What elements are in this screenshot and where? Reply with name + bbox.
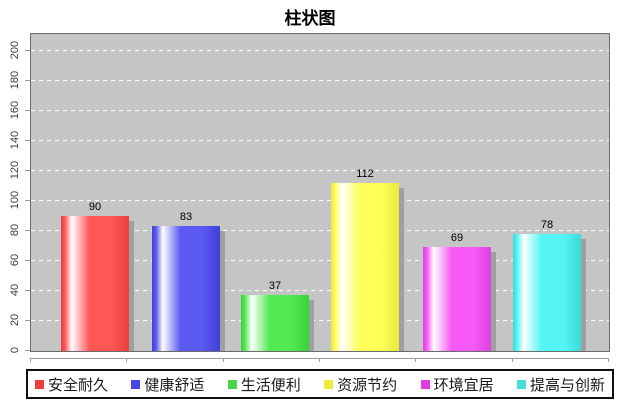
bar-value-label: 83 [179, 211, 193, 223]
legend-item-4: 资源节约 [324, 374, 397, 395]
bar-4-资源节约 [331, 183, 399, 351]
bar-value-label: 37 [268, 280, 282, 292]
legend-swatch-icon [420, 379, 430, 389]
legend-swatch-icon [35, 379, 44, 389]
h-gridline [31, 320, 609, 321]
bar-6-提高与创新 [513, 234, 581, 351]
category-tick [512, 358, 513, 362]
y-tick-mark [25, 320, 30, 321]
h-gridline [31, 290, 609, 291]
legend-swatch-icon [131, 379, 141, 389]
bar-1-安全耐久 [61, 216, 129, 351]
y-axis-tick-label: 200 [9, 40, 21, 60]
legend-label: 提高与创新 [529, 377, 605, 394]
h-gridline [31, 140, 609, 141]
legend-item-2: 健康舒适 [131, 374, 204, 395]
bar-5-环境宜居 [423, 247, 491, 351]
y-tick-mark [25, 200, 30, 201]
h-gridline [31, 170, 609, 171]
bar-2-健康舒适 [152, 226, 220, 351]
bar-value-label: 112 [356, 168, 374, 180]
legend-swatch-icon [516, 379, 526, 389]
legend-label: 环境宜居 [433, 377, 494, 394]
legend: 安全耐久 健康舒适 生活便利 资源节约 环境宜居 提高与创新 [26, 369, 614, 399]
chart-title: 柱状图 [284, 9, 336, 28]
y-tick-mark [25, 50, 30, 51]
category-tick [608, 358, 609, 362]
category-tick [223, 358, 224, 362]
plot-area: 90 83 37 112 69 78 [30, 33, 610, 352]
legend-item-1: 安全耐久 [35, 374, 108, 395]
category-tick [126, 358, 127, 362]
h-gridline [31, 230, 609, 231]
legend-label: 资源节约 [337, 377, 398, 394]
bar-value-label: 69 [450, 232, 464, 244]
y-tick-mark [25, 80, 30, 81]
y-tick-mark [25, 350, 30, 351]
category-tick [319, 358, 320, 362]
y-tick-mark [25, 110, 30, 111]
legend-label: 健康舒适 [144, 377, 205, 394]
category-tick [415, 358, 416, 362]
y-tick-mark [25, 140, 30, 141]
y-tick-mark [25, 230, 30, 231]
bar-3-生活便利 [241, 295, 309, 351]
legend-swatch-icon [227, 379, 237, 389]
legend-item-3: 生活便利 [227, 374, 301, 395]
h-gridline [31, 110, 609, 111]
y-tick-mark [25, 260, 30, 261]
bar-value-label: 78 [540, 219, 554, 231]
h-gridline [31, 260, 609, 261]
h-gridline [31, 80, 609, 81]
h-gridline [31, 50, 609, 51]
y-tick-mark [25, 290, 30, 291]
legend-label: 生活便利 [240, 377, 301, 394]
legend-swatch-icon [324, 379, 334, 389]
h-gridline [31, 200, 609, 201]
legend-item-5: 环境宜居 [420, 374, 494, 395]
y-tick-mark [25, 170, 30, 171]
category-tick [30, 358, 31, 362]
bar-value-label: 90 [88, 201, 102, 213]
legend-item-6: 提高与创新 [516, 374, 605, 395]
legend-label: 安全耐久 [48, 377, 109, 394]
